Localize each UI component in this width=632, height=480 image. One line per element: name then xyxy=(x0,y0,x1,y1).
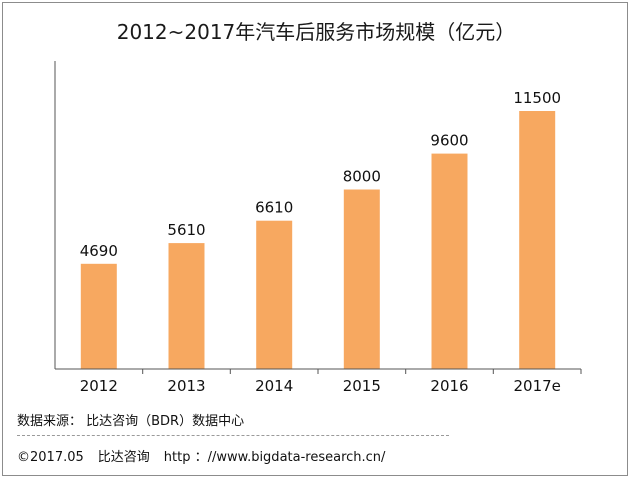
data-label-2013: 5610 xyxy=(167,221,205,239)
data-label-2015: 8000 xyxy=(343,168,381,186)
data-label-2016: 9600 xyxy=(430,132,468,150)
chart-frame: 2012~2017年汽车后服务市场规模（亿元） 4690 2012 5610 2013… xyxy=(2,2,628,476)
data-label-2012: 4690 xyxy=(80,242,118,260)
x-tick-label-2014: 2014 xyxy=(255,377,293,395)
bar-2015 xyxy=(343,189,380,369)
chart-title: 2012~2017年汽车后服务市场规模（亿元） xyxy=(117,20,516,44)
x-tick-label-2012: 2012 xyxy=(80,377,118,395)
bar-chart: 2012~2017年汽车后服务市场规模（亿元） 4690 2012 5610 2013… xyxy=(54,20,582,395)
bar-2016 xyxy=(431,153,468,369)
x-tick-label-2016: 2016 xyxy=(430,377,468,395)
bar-2012 xyxy=(80,263,117,369)
x-tick-label-2017e: 2017e xyxy=(513,377,560,395)
bar-2014 xyxy=(256,220,293,369)
x-tick-label-2013: 2013 xyxy=(167,377,205,395)
website-url: http ：//www.bigdata-research.cn/ xyxy=(163,450,386,465)
data-label-2014: 6610 xyxy=(255,199,293,217)
data-label-2017e: 11500 xyxy=(513,89,561,107)
copyright-text: ©2017.05 xyxy=(17,450,84,465)
x-tick-label-2015: 2015 xyxy=(343,377,381,395)
company-name: 比达咨询 xyxy=(97,450,150,465)
copyright-line: ©2017.05 比达咨询 http ：//www.bigdata-research… xyxy=(17,446,385,465)
bar-2013 xyxy=(168,243,205,369)
data-source-note: 数据来源： 比达咨询（BDR）数据中心 xyxy=(17,414,245,429)
bar-2017e xyxy=(519,111,556,369)
footer-divider xyxy=(17,435,449,436)
